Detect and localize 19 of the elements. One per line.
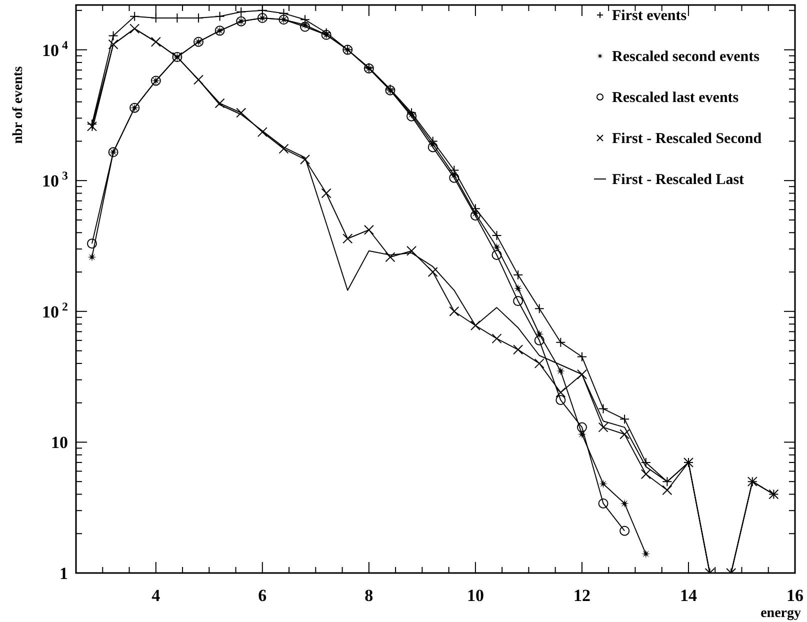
x-tick-label: 16: [786, 586, 804, 605]
legend-label: Rescaled second events: [612, 49, 760, 65]
legend-label: First - Rescaled Second: [612, 131, 762, 147]
y-tick-label: 10$^{2}$: [42, 299, 68, 322]
legend-label: Rescaled last events: [612, 90, 739, 106]
y-tick-label: 1: [60, 564, 68, 583]
x-tick-label: 4: [152, 586, 161, 605]
y-tick-label: 10$^{3}$: [42, 168, 68, 191]
x-axis-title: energy: [760, 606, 801, 621]
x-tick-label: 10: [466, 586, 484, 605]
x-tick-label: 6: [258, 586, 267, 605]
x-tick-label: 8: [364, 586, 374, 605]
x-tick-label: 12: [573, 586, 590, 605]
legend-label: First - Rescaled Last: [612, 172, 744, 188]
y-tick-label: 10: [51, 433, 68, 452]
x-tick-label: 14: [680, 586, 698, 605]
y-axis-title: nbr of events: [11, 66, 26, 144]
y-tick-label: 10$^{4}$: [42, 38, 68, 60]
legend-label: First events: [612, 8, 687, 24]
